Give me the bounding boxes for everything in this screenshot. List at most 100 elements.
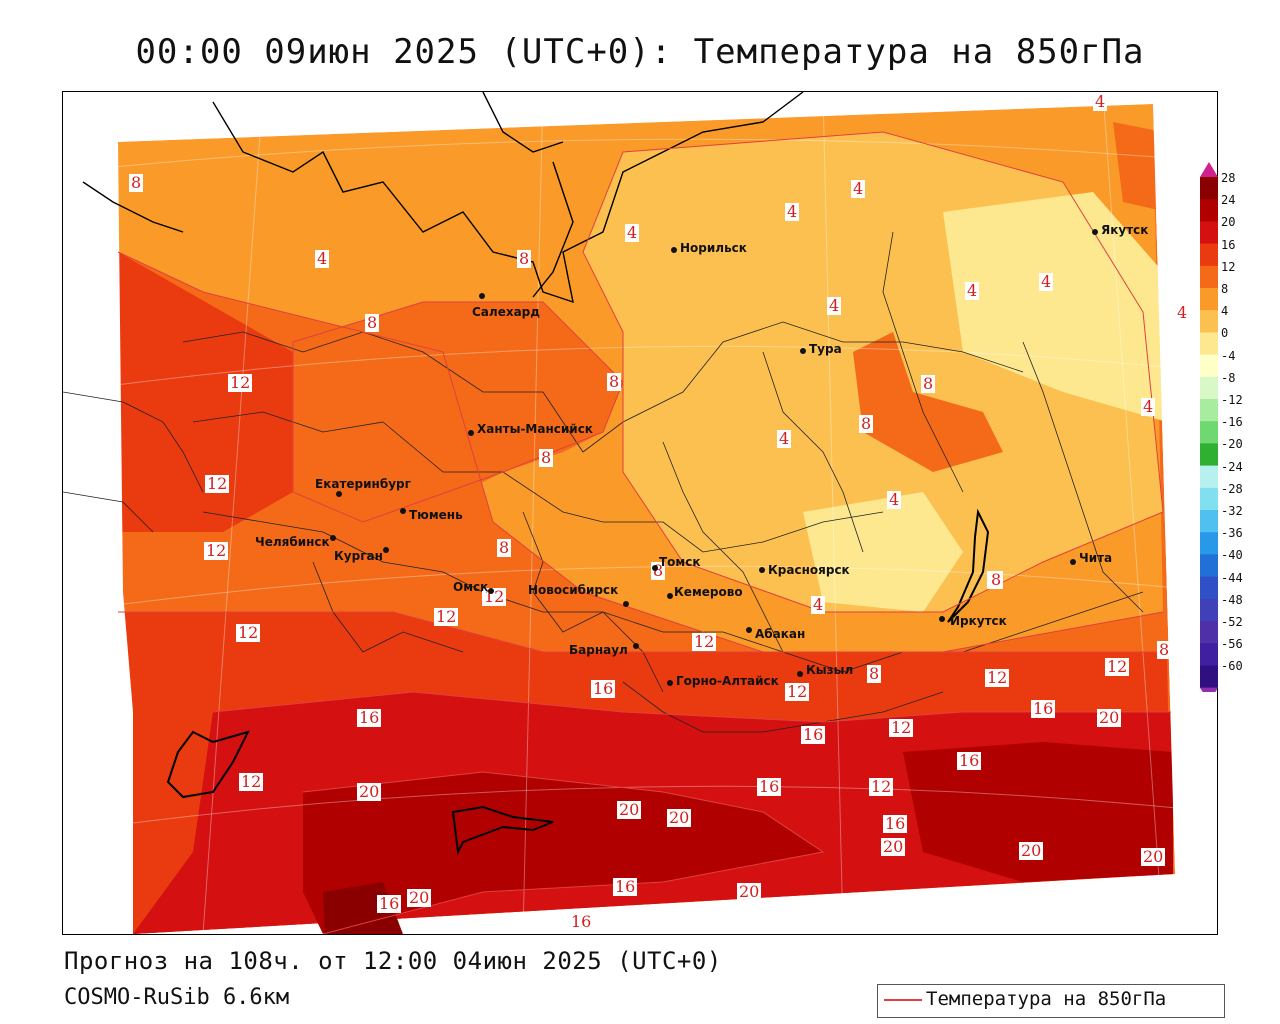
city-label: Красноярск (768, 563, 850, 577)
contour-value-label: 8 (1159, 640, 1169, 659)
colorbar-bottom-arrow (1200, 687, 1218, 703)
map-canvas: 8 4 8 4 4 4 4 8 4 4 4 4 8 12 4 8 8 4 8 12 4 12 8 8 8 12 12 12 12 8 12 1… (63, 92, 1217, 934)
contour-label-bg (859, 415, 873, 433)
city-dot (746, 627, 752, 633)
contour-value-label: 8 (991, 570, 1001, 589)
colorbar-segment (1200, 643, 1218, 666)
contour-value-label: 16 (885, 814, 905, 833)
city-dot (479, 293, 485, 299)
contour-label-bg (236, 624, 260, 642)
contour-value-label: 16 (593, 679, 613, 698)
contour-label-bg (965, 282, 979, 300)
contour-label-bg (617, 801, 641, 819)
contour-label-bg (129, 174, 143, 192)
city-label: Абакан (755, 627, 805, 641)
contour-label-bg (239, 773, 263, 791)
contour-label-bg (315, 250, 329, 268)
city-label: Горно-Алтайск (676, 674, 779, 688)
colorbar-segment (1200, 665, 1218, 689)
contour-label-bg (1039, 273, 1053, 291)
contour-value-label: 4 (1177, 303, 1187, 322)
contour-value-label: 4 (967, 281, 977, 300)
city-dot (800, 348, 806, 354)
contour-value-label: 16 (759, 777, 779, 796)
contour-value-label: 16 (379, 894, 399, 913)
contour-value-label: 20 (1143, 847, 1163, 866)
contour-label-bg (365, 314, 379, 332)
contour-value-label: 16 (359, 708, 379, 727)
colorbar-segment (1200, 177, 1218, 200)
contour-value-label: 16 (803, 725, 823, 744)
contour-label-bg (801, 726, 825, 744)
contour-label-bg (569, 913, 593, 931)
contour-value-label: 8 (653, 561, 663, 580)
contour-value-label: 4 (1095, 92, 1105, 111)
contour-label-bg (1141, 848, 1165, 866)
colorbar-tick-label: 8 (1221, 282, 1229, 296)
colorbar-segment (1200, 399, 1218, 422)
caspian-sea (166, 730, 250, 799)
colorbar-segment (1200, 532, 1218, 555)
colorbar-segment (1200, 598, 1218, 622)
contour-label-bg (985, 669, 1009, 687)
city-dot (1092, 229, 1098, 235)
contour-label-bg (883, 815, 907, 833)
colorbar-tick-label: -16 (1221, 415, 1243, 430)
colorbar-tick-label: -20 (1221, 437, 1243, 452)
contour-label-bg (1105, 658, 1129, 676)
colorbar-segment (1200, 443, 1218, 467)
contour-value-label: 8 (869, 664, 879, 683)
contour-label-bg (811, 596, 825, 614)
colorbar-tick-label: -24 (1221, 459, 1243, 474)
contour-label-bg (1157, 641, 1171, 659)
zone-20-24 (303, 772, 823, 934)
contour-label-bg (957, 752, 981, 770)
city-dot (330, 535, 336, 541)
colorbar-segment (1200, 221, 1218, 245)
zone-8-12-central (293, 302, 623, 522)
contour-label-bg (1175, 304, 1189, 322)
city-label: Кемерово (674, 585, 743, 599)
colorbar-tick-label: -52 (1221, 615, 1243, 629)
city-dot (1070, 559, 1076, 565)
contour-value-label: 16 (959, 751, 979, 770)
contour-labels: 8 4 8 4 4 4 4 8 4 4 4 4 8 12 4 8 8 4 8 12 4 12 8 8 8 12 12 12 12 8 12 1… (129, 92, 1189, 931)
contour-label-bg (591, 680, 615, 698)
city-dot (797, 671, 803, 677)
contour-label-bg (667, 809, 691, 827)
legend-line-swatch (884, 999, 922, 1001)
colorbar-scale (1200, 162, 1218, 703)
contour-value-label: 16 (1033, 699, 1053, 718)
contour-value-label: 12 (787, 682, 807, 701)
coastline (82, 92, 804, 304)
city-dot (400, 508, 406, 514)
contour-label-bg (989, 571, 1003, 589)
city-dot (667, 680, 673, 686)
contour-value-label: 4 (1143, 397, 1153, 416)
colorbar-segment (1200, 310, 1218, 333)
contour-label-bg (205, 475, 229, 493)
colorbar-top-arrow (1200, 162, 1218, 177)
colorbar-tick-label: -44 (1221, 570, 1243, 585)
contour-value-label: 4 (779, 429, 789, 448)
contour-label-bg (921, 375, 935, 393)
contour-label-bg (377, 895, 401, 913)
contour-label-bg (607, 373, 621, 391)
contour-label-bg (827, 297, 841, 315)
zone-8-12-east (853, 332, 1003, 472)
legend-label: Температура на 850гПа (926, 988, 1167, 1010)
lake-balkhash (451, 805, 554, 856)
contour-value-label: 12 (230, 373, 250, 392)
zone-0-4-center (803, 492, 963, 612)
zone-north-orange (1113, 122, 1167, 212)
contour-value-label: 12 (1107, 657, 1127, 676)
city-label: Чита (1079, 551, 1112, 565)
colorbar-tick-label: -56 (1221, 637, 1243, 652)
contour-value-label: 12 (987, 668, 1007, 687)
city-label: Екатеринбург (315, 477, 411, 491)
colorbar-segment (1200, 288, 1218, 311)
lake-baikal (947, 508, 990, 623)
contour-value-label: 8 (499, 538, 509, 557)
colorbar-tick-label: 4 (1221, 304, 1229, 319)
colorbar-segment (1200, 421, 1218, 444)
